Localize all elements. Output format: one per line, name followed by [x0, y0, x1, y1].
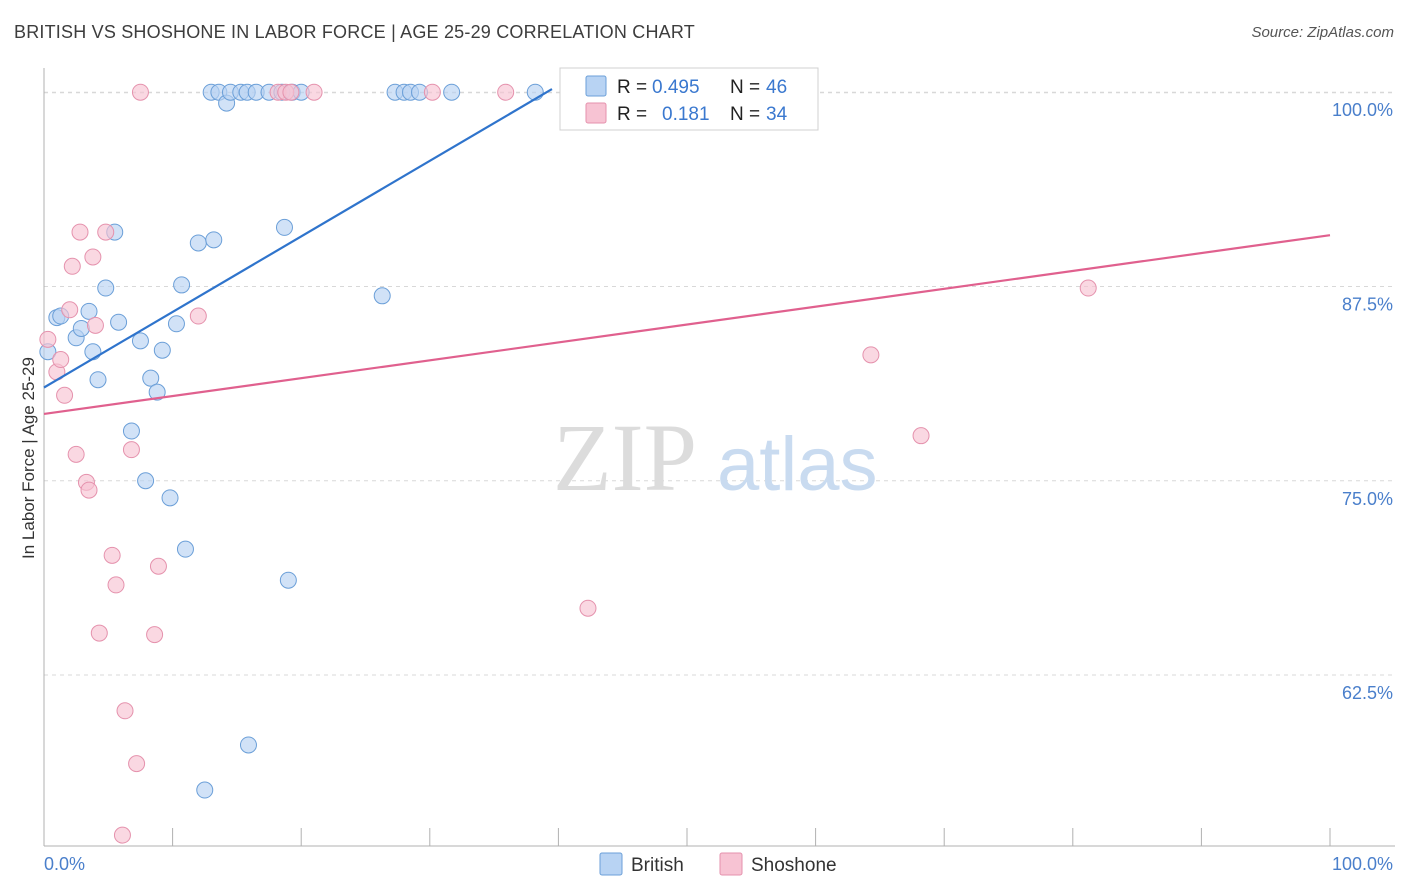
shoshone-point — [282, 83, 300, 101]
shoshone-point — [107, 576, 125, 594]
shoshone-point — [84, 248, 102, 266]
shoshone-point — [90, 624, 108, 642]
british-point — [161, 489, 179, 507]
british-point — [189, 234, 207, 252]
shoshone-point — [97, 223, 115, 241]
british-point — [275, 218, 293, 236]
shoshone-point — [146, 626, 164, 644]
shoshone-r-label: R = — [617, 104, 647, 125]
tick-labels: 62.5% 75.0% 87.5% 100.0% 0.0% 100.0% — [44, 100, 1393, 874]
british-point — [131, 332, 149, 350]
watermark-atlas: atlas — [717, 422, 878, 507]
source-label: Source: ZipAtlas.com — [1251, 24, 1394, 41]
british-point — [196, 781, 214, 799]
british-point — [373, 287, 391, 305]
shoshone-point — [113, 826, 131, 844]
shoshone-point — [305, 83, 323, 101]
y-tick-label: 100.0% — [1332, 100, 1393, 120]
y-tick-label: 62.5% — [1342, 683, 1393, 703]
shoshone-point — [862, 346, 880, 364]
shoshone-swatch — [585, 102, 607, 124]
y-tick-label: 75.0% — [1342, 489, 1393, 509]
british-point — [122, 422, 140, 440]
shoshone-point — [1079, 279, 1097, 297]
shoshone-point — [86, 316, 104, 334]
shoshone-point — [61, 301, 79, 319]
stats-legend: R = 0.495 N = 46 R = 0.181 N = 34 — [559, 67, 819, 131]
british-point — [279, 571, 297, 589]
shoshone-point — [189, 307, 207, 325]
shoshone-point — [128, 755, 146, 773]
shoshone-point — [122, 441, 140, 459]
trend-lines — [43, 88, 1331, 416]
british-point — [167, 315, 185, 333]
british-n-label: N = — [730, 77, 760, 98]
shoshone-point — [423, 83, 441, 101]
shoshone-point — [80, 481, 98, 499]
legend-british-label: British — [631, 855, 684, 876]
shoshone-point — [39, 330, 57, 348]
british-trend-line — [43, 88, 553, 389]
british-point — [176, 540, 194, 558]
british-point — [443, 83, 461, 101]
british-n-value: 46 — [766, 77, 787, 98]
shoshone-point — [497, 83, 515, 101]
data-points — [39, 83, 1097, 844]
x-tick-label-max: 100.0% — [1332, 854, 1393, 874]
british-r-label: R = — [617, 77, 647, 98]
shoshone-point — [67, 445, 85, 463]
shoshone-point — [52, 351, 70, 369]
british-point — [84, 343, 102, 361]
british-r-value: 0.495 — [652, 77, 700, 98]
shoshone-r-value: 0.181 — [662, 104, 710, 125]
british-point — [97, 279, 115, 297]
british-point — [89, 371, 107, 389]
shoshone-point — [149, 557, 167, 575]
chart-title: BRITISH VS SHOSHONE IN LABOR FORCE | AGE… — [14, 22, 695, 42]
british-point — [153, 341, 171, 359]
watermark-zip: ZIP — [553, 404, 697, 511]
british-point — [142, 369, 160, 387]
shoshone-point — [116, 702, 134, 720]
gridlines — [44, 91, 1395, 676]
series-legend: British Shoshone — [599, 852, 837, 876]
shoshone-point — [103, 546, 121, 564]
shoshone-point — [71, 223, 89, 241]
british-point — [148, 383, 166, 401]
british-point — [110, 313, 128, 331]
y-tick-label: 87.5% — [1342, 294, 1393, 314]
british-point — [72, 319, 90, 337]
shoshone-n-value: 34 — [766, 104, 788, 125]
legend-shoshone-label: Shoshone — [751, 855, 837, 876]
shoshone-point — [131, 83, 149, 101]
shoshone-point — [63, 257, 81, 275]
british-point — [173, 276, 191, 294]
shoshone-trend-line — [43, 234, 1331, 416]
british-point — [205, 231, 223, 249]
axes — [43, 68, 1395, 847]
watermark: ZIP atlas — [553, 404, 878, 511]
british-point — [80, 302, 98, 320]
shoshone-point — [579, 599, 597, 617]
shoshone-n-label: N = — [730, 104, 760, 125]
shoshone-point — [56, 386, 74, 404]
british-swatch — [585, 75, 607, 97]
british-point — [137, 472, 155, 490]
british-point — [239, 736, 257, 754]
legend-shoshone-swatch — [719, 852, 743, 876]
legend-british-swatch — [599, 852, 623, 876]
x-tick-label-min: 0.0% — [44, 854, 85, 874]
shoshone-point — [912, 427, 930, 445]
